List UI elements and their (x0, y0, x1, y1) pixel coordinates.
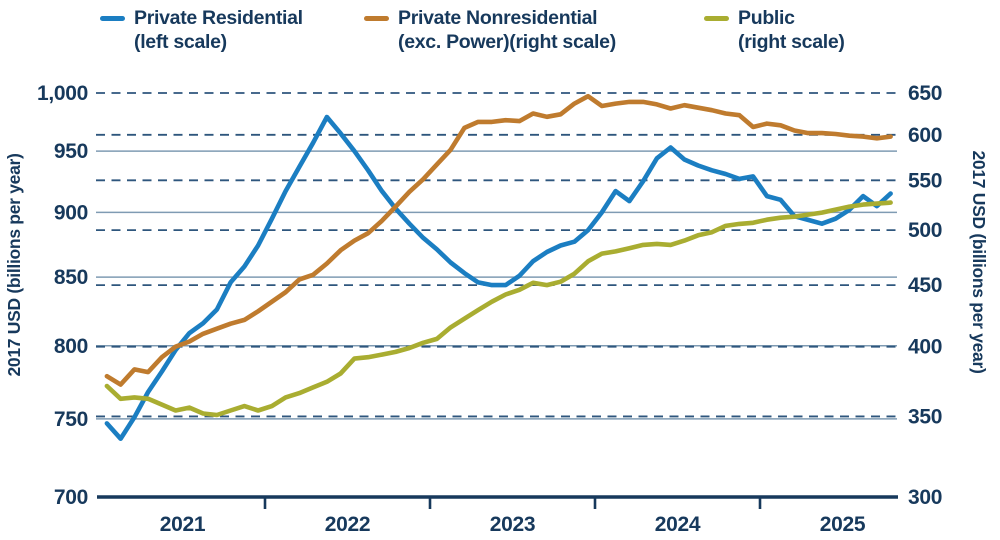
right-tick-label-400: 400 (908, 336, 942, 359)
series-line-public (104, 200, 893, 418)
left-tick-label-950: 950 (54, 140, 88, 163)
right-axis-title: 2017 USD (billions per year) (969, 150, 989, 373)
left-tick-label-900: 900 (54, 201, 88, 224)
x-year-label-2025: 2025 (820, 513, 866, 536)
x-year-label-2021: 2021 (160, 513, 206, 536)
right-tick-label-650: 650 (908, 82, 942, 105)
data-series (104, 93, 893, 442)
right-tick-label-550: 550 (908, 169, 942, 192)
series-line-private-residential (104, 114, 893, 442)
right-tick-label-500: 500 (908, 219, 942, 242)
right-tick-label-350: 350 (908, 405, 942, 428)
legend-sublabel: (exc. Power)(right scale) (398, 31, 616, 53)
legend-label: Public (738, 7, 795, 29)
left-tick-label-750: 750 (54, 408, 88, 431)
legend: Private Residential (left scale) Private… (0, 6, 1000, 64)
left-tick-label-850: 850 (54, 266, 88, 289)
series-line-private-nonresidential-exc-power- (104, 93, 893, 387)
right-tick-label-300: 300 (908, 486, 942, 509)
legend-item-private-residential: Private Residential (left scale) (100, 6, 303, 54)
legend-swatch-olive (704, 16, 729, 21)
legend-label: Private Nonresidential (398, 7, 598, 29)
x-year-label-2022: 2022 (325, 513, 371, 536)
legend-swatch-blue (100, 16, 125, 21)
legend-label: Private Residential (134, 7, 303, 29)
x-year-label-2023: 2023 (490, 513, 536, 536)
tick-labels: 1,000 950 900 850 800 750 700 650 600 550 500 450 40… (37, 82, 943, 536)
legend-sublabel: (left scale) (134, 31, 227, 53)
left-axis-title: 2017 USD (billions per year) (4, 153, 24, 376)
axes (97, 495, 898, 509)
left-tick-label-700: 700 (54, 486, 88, 509)
legend-item-public: Public (right scale) (704, 6, 845, 54)
legend-item-private-nonresidential: Private Nonresidential (exc. Power)(righ… (364, 6, 616, 54)
right-tick-label-600: 600 (908, 124, 942, 147)
right-tick-label-450: 450 (908, 274, 942, 297)
x-year-label-2024: 2024 (655, 513, 701, 536)
left-tick-label-800: 800 (54, 335, 88, 358)
gridlines (96, 92, 897, 420)
left-tick-label-1000: 1,000 (37, 82, 88, 105)
legend-sublabel: (right scale) (738, 31, 845, 53)
legend-swatch-orange (364, 16, 389, 21)
